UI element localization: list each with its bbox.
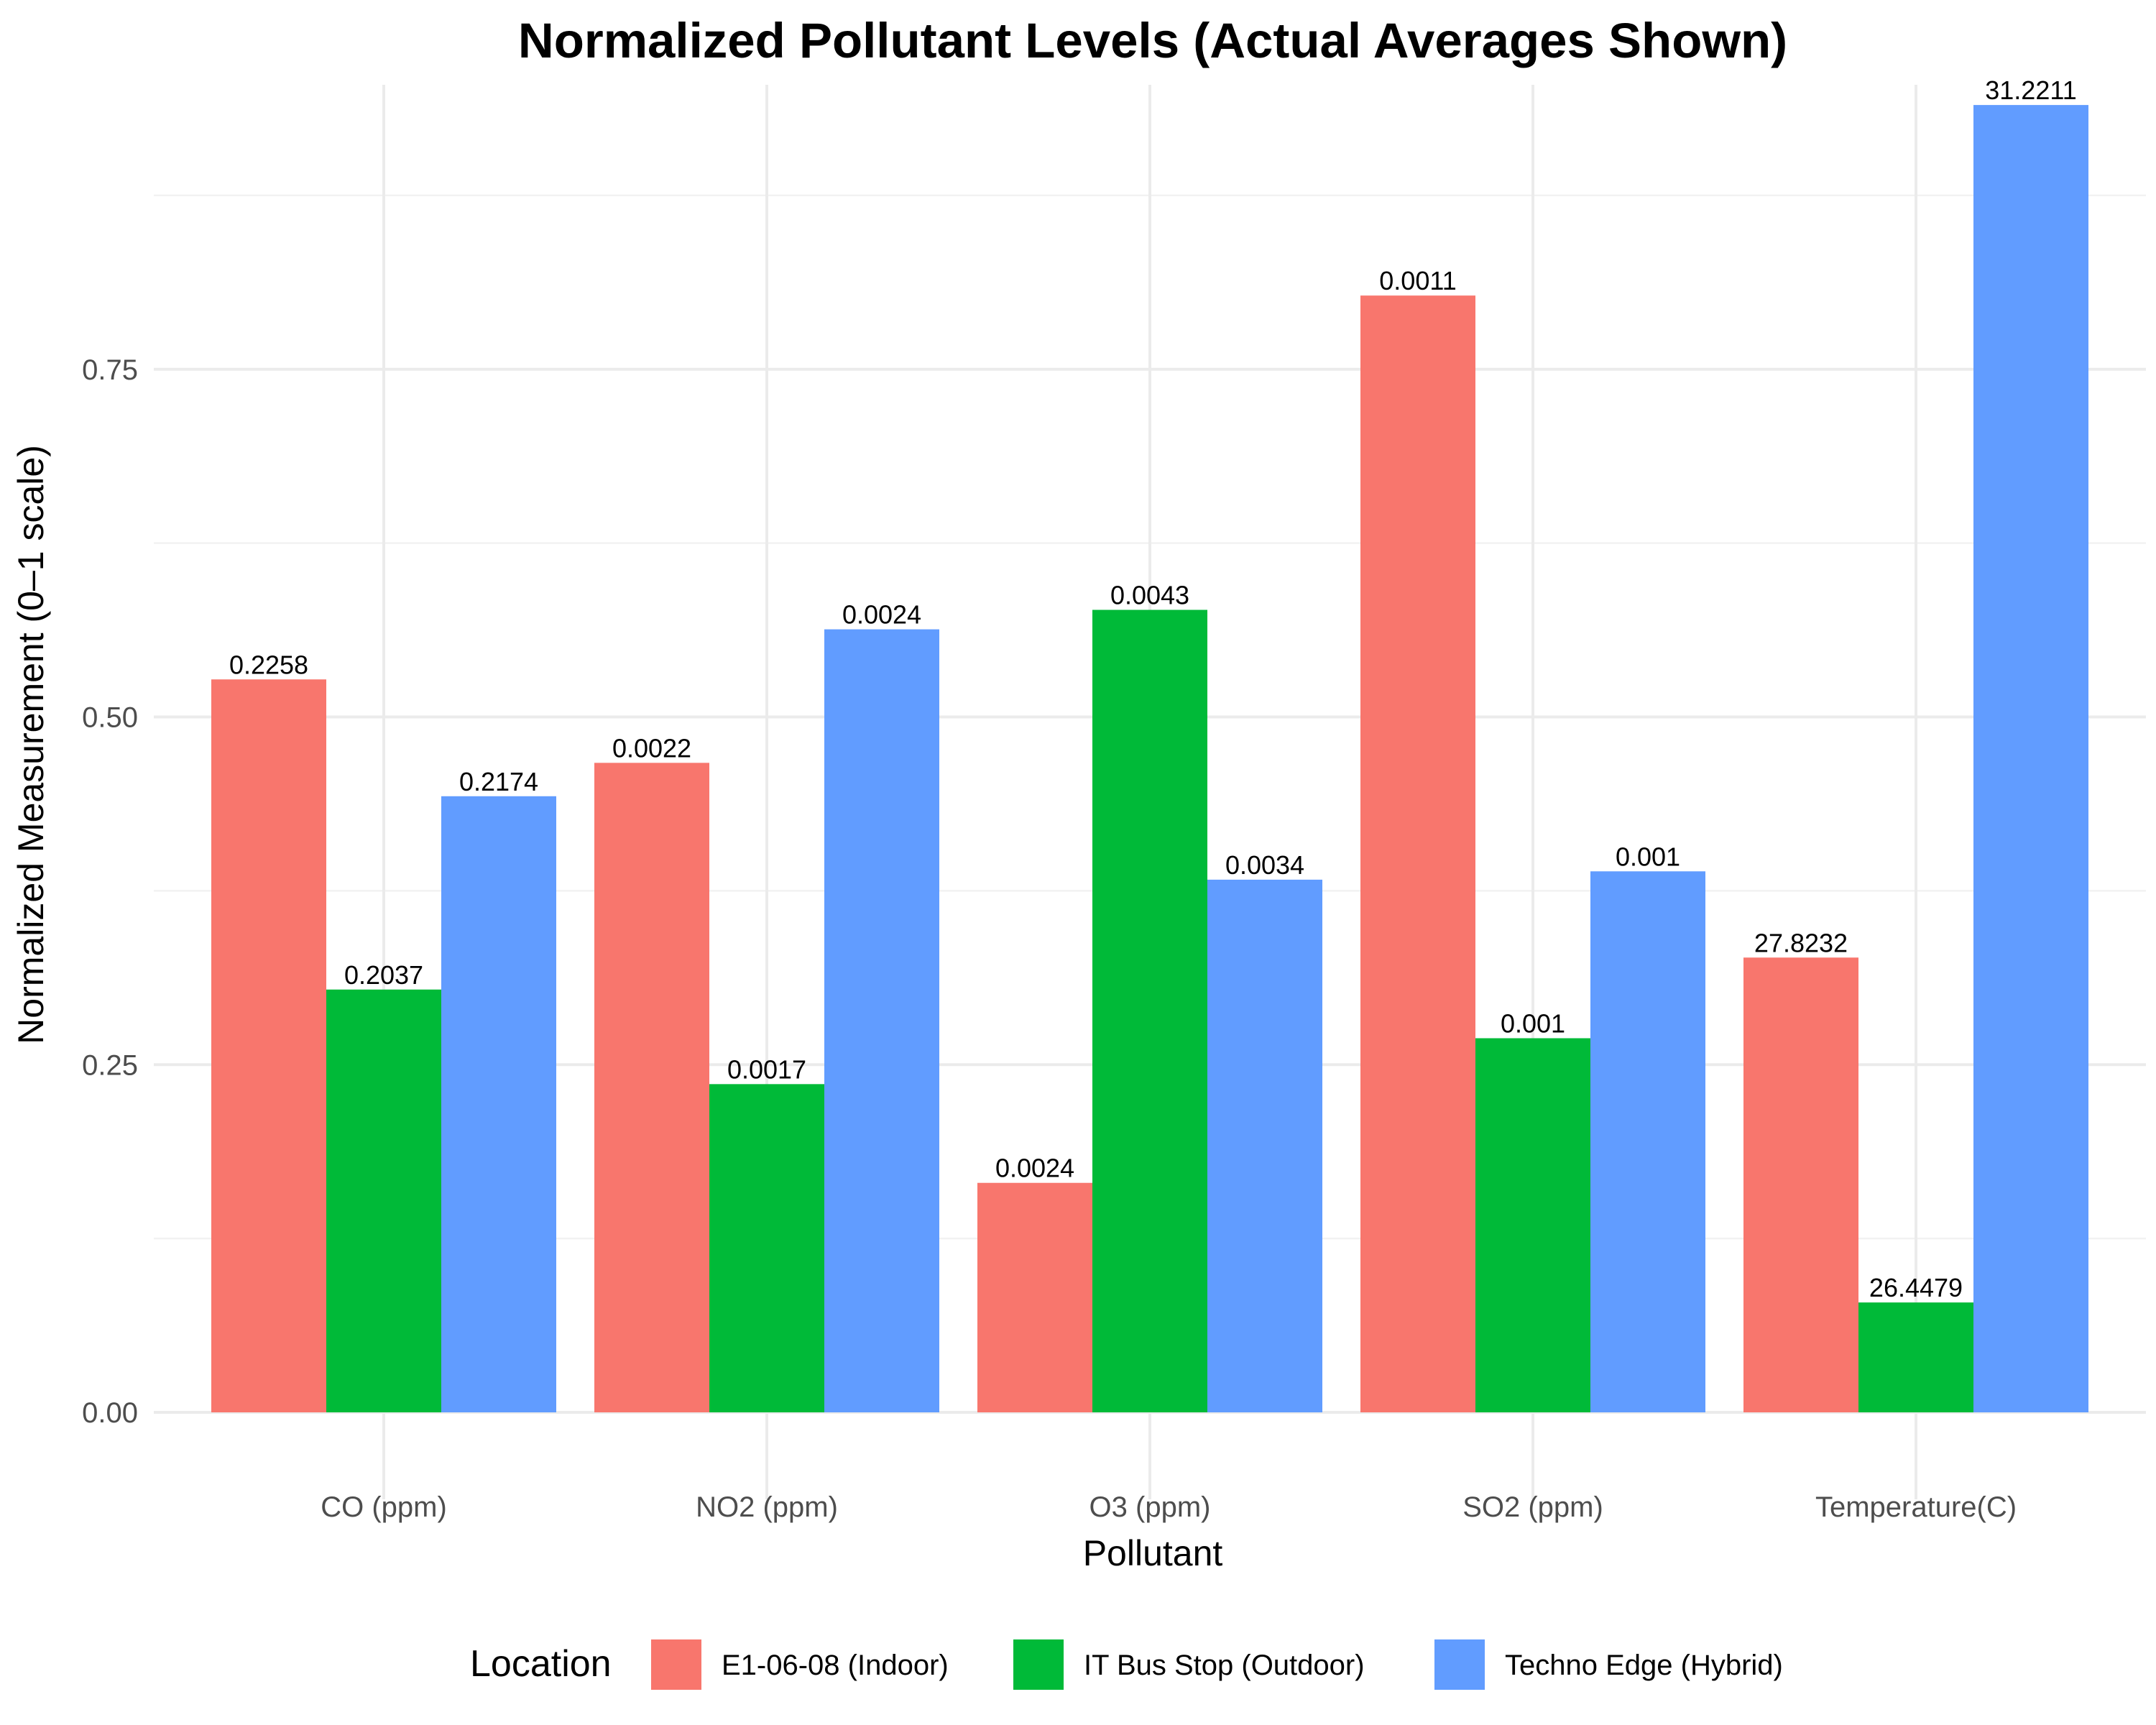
bar bbox=[326, 989, 441, 1412]
bar bbox=[1743, 957, 1858, 1412]
legend: Location E1-06-08 (Indoor) IT Bus Stop (O… bbox=[470, 1639, 1783, 1690]
y-tick-label: 0.00 bbox=[82, 1397, 138, 1429]
bar bbox=[1973, 105, 2088, 1413]
bar-value-label: 27.8232 bbox=[1754, 928, 1848, 957]
bar bbox=[1360, 295, 1475, 1412]
bar bbox=[211, 679, 326, 1412]
legend-items: E1-06-08 (Indoor) IT Bus Stop (Outdoor) Te… bbox=[651, 1639, 1783, 1690]
legend-key bbox=[1434, 1639, 1485, 1690]
bar bbox=[709, 1084, 824, 1412]
bar-value-label: 0.2037 bbox=[344, 960, 423, 990]
x-tick-label: NO2 (ppm) bbox=[696, 1491, 838, 1523]
bar-value-label: 0.0024 bbox=[842, 600, 921, 630]
bar-value-label: 0.2258 bbox=[229, 650, 308, 679]
legend-item: Techno Edge (Hybrid) bbox=[1434, 1639, 1783, 1690]
bar-value-label: 0.0017 bbox=[727, 1054, 806, 1084]
bar bbox=[594, 763, 709, 1412]
y-tick-label: 0.75 bbox=[82, 354, 138, 386]
bar-value-label: 0.0022 bbox=[612, 733, 691, 763]
legend-label: E1-06-08 (Indoor) bbox=[722, 1650, 949, 1681]
y-axis-tick-labels: 0.00 0.25 0.50 0.75 bbox=[82, 354, 138, 1429]
x-tick-label: CO (ppm) bbox=[321, 1491, 447, 1523]
bar bbox=[1092, 610, 1207, 1412]
bar bbox=[1207, 879, 1322, 1412]
bar bbox=[441, 796, 556, 1412]
bar bbox=[1590, 871, 1705, 1412]
bar-value-label: 31.2211 bbox=[1985, 75, 2076, 105]
x-axis-tick-labels: CO (ppm) NO2 (ppm) O3 (ppm) SO2 (ppm) Temper… bbox=[321, 1491, 2017, 1523]
chart-title: Normalized Pollutant Levels (Actual Aver… bbox=[518, 13, 1787, 68]
x-tick-label: SO2 (ppm) bbox=[1462, 1491, 1603, 1523]
bar-value-label: 0.0024 bbox=[995, 1154, 1074, 1183]
bar-value-labels: 0.2258 0.0022 0.0024 0.0011 27.8232 0.2037 0.0… bbox=[229, 75, 2077, 1302]
legend-label: IT Bus Stop (Outdoor) bbox=[1084, 1650, 1365, 1681]
legend-key bbox=[651, 1639, 701, 1690]
y-tick-label: 0.25 bbox=[82, 1049, 138, 1081]
y-tick-label: 0.50 bbox=[82, 702, 138, 734]
bar-value-label: 26.4479 bbox=[1869, 1273, 1963, 1302]
bar bbox=[1475, 1038, 1590, 1412]
legend-key bbox=[1013, 1639, 1064, 1690]
bar bbox=[1858, 1302, 1973, 1412]
bar-value-label: 0.2174 bbox=[459, 767, 538, 796]
bar-value-label: 0.0034 bbox=[1225, 850, 1304, 880]
x-tick-label: Temperature(C) bbox=[1815, 1491, 2017, 1523]
legend-label: Techno Edge (Hybrid) bbox=[1505, 1650, 1783, 1681]
legend-item: E1-06-08 (Indoor) bbox=[651, 1639, 949, 1690]
bar-value-label: 0.0011 bbox=[1379, 266, 1456, 295]
x-tick-label: O3 (ppm) bbox=[1089, 1491, 1211, 1523]
bar-value-label: 0.001 bbox=[1616, 842, 1680, 871]
bar bbox=[824, 629, 939, 1412]
bar-value-label: 0.001 bbox=[1501, 1008, 1565, 1038]
x-axis-title: Pollutant bbox=[1083, 1533, 1223, 1573]
bar-value-label: 0.0043 bbox=[1110, 581, 1189, 610]
bars bbox=[211, 105, 2088, 1413]
bar bbox=[977, 1182, 1092, 1412]
y-axis-title: Normalized Measurement (0–1 scale) bbox=[11, 445, 51, 1044]
legend-title: Location bbox=[470, 1643, 612, 1685]
legend-item: IT Bus Stop (Outdoor) bbox=[1013, 1639, 1365, 1690]
